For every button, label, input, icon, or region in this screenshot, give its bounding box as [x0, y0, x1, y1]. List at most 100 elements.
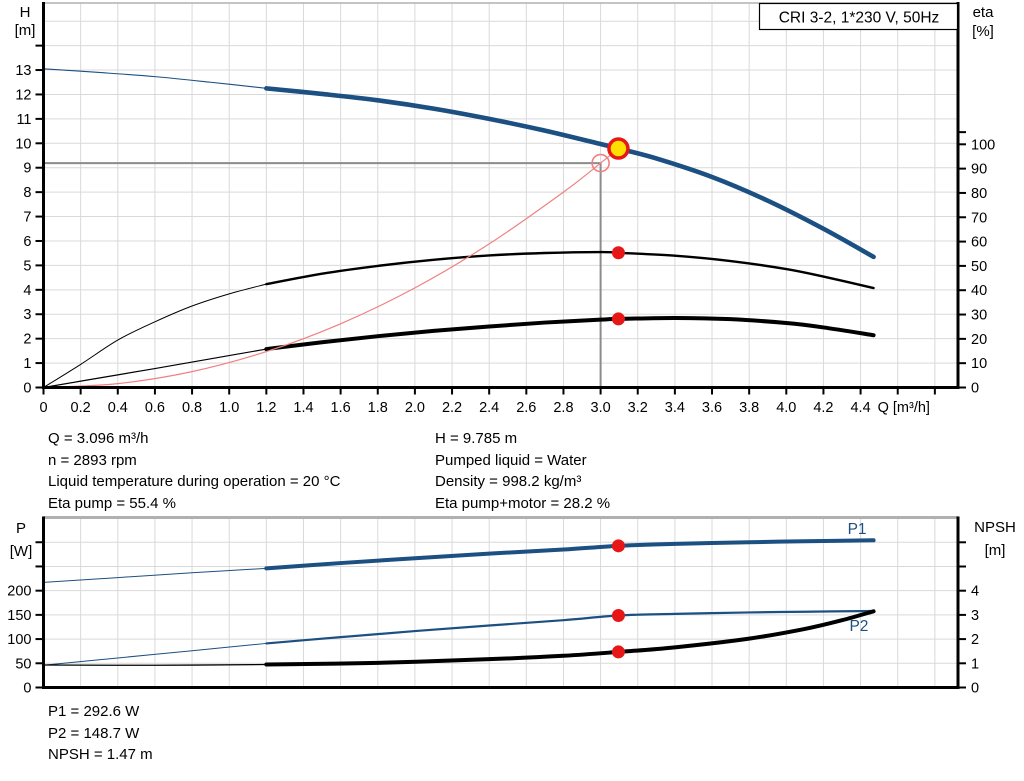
svg-text:1: 1: [971, 656, 979, 672]
info-eta-pump-motor: Eta pump+motor = 28.2 %: [435, 495, 611, 513]
svg-text:4.4: 4.4: [850, 400, 870, 416]
svg-text:0.4: 0.4: [108, 400, 128, 416]
svg-text:200: 200: [7, 584, 31, 600]
svg-text:90: 90: [971, 162, 987, 178]
p1-dot: [611, 539, 625, 553]
left-axis-title: [m]: [15, 22, 36, 39]
svg-text:3: 3: [971, 608, 979, 624]
pump-head-efficiency-chart: 0123456789101112130102030405060708090100…: [15, 2, 995, 416]
x-axis-unit-label: Q [m³/h]: [878, 400, 930, 416]
svg-text:9: 9: [23, 161, 31, 177]
svg-text:0: 0: [971, 381, 979, 397]
p1-curve: [43, 538, 876, 583]
svg-text:10: 10: [971, 356, 987, 372]
svg-text:0.6: 0.6: [145, 400, 165, 416]
p2-curve: [43, 609, 875, 666]
svg-text:2.0: 2.0: [405, 400, 425, 416]
svg-text:100: 100: [7, 632, 31, 648]
svg-text:50: 50: [15, 656, 31, 672]
chart-title: CRI 3-2, 1*230 V, 50Hz: [779, 10, 940, 27]
svg-text:60: 60: [971, 235, 987, 251]
right-axis-title: [m]: [985, 542, 1006, 559]
svg-text:6: 6: [23, 234, 31, 250]
svg-text:12: 12: [15, 87, 31, 103]
info-pumped-liquid: Pumped liquid = Water: [435, 451, 587, 469]
svg-text:11: 11: [16, 112, 31, 128]
svg-text:1.2: 1.2: [256, 400, 276, 416]
info-speed: n = 2893 rpm: [48, 451, 137, 469]
svg-text:2.4: 2.4: [479, 400, 499, 416]
svg-text:3.0: 3.0: [591, 400, 611, 416]
power-npsh-chart: 0 50 100 150 200 0 1 2 3 4 P [W] NPSH [m] P1 P2: [7, 516, 1016, 697]
svg-text:50: 50: [971, 259, 987, 275]
svg-text:1.8: 1.8: [368, 400, 388, 416]
p2-dot: [611, 608, 625, 622]
svg-text:1.0: 1.0: [219, 400, 239, 416]
axes: 0123456789101112130102030405060708090100…: [15, 2, 995, 416]
gridlines: [43, 3, 958, 388]
svg-text:70: 70: [971, 210, 987, 226]
svg-text:1: 1: [23, 356, 31, 372]
svg-text:0: 0: [23, 381, 31, 397]
svg-text:150: 150: [7, 608, 31, 624]
left-axis-title: P: [16, 520, 26, 537]
svg-text:80: 80: [971, 186, 987, 202]
svg-text:3: 3: [23, 307, 31, 323]
svg-text:1.6: 1.6: [331, 400, 351, 416]
svg-text:1.4: 1.4: [293, 400, 313, 416]
eta-pump-dot: [611, 246, 625, 260]
svg-text:4: 4: [971, 584, 979, 600]
eta-pump-motor-dot: [611, 312, 625, 326]
right-axis-title: eta: [973, 4, 995, 21]
power-data-block: P1 = 292.6 W P2 = 148.7 W NPSH = 1.47 m: [48, 701, 153, 766]
svg-text:0.2: 0.2: [71, 400, 91, 416]
npsh-dot: [611, 645, 625, 659]
info-density: Density = 998.2 kg/m³: [435, 473, 582, 491]
head-curve: [42, 68, 876, 260]
eta-pump-motor-curve: [42, 315, 876, 389]
operating-data-right-column: H = 9.785 m Pumped liquid = Water Densit…: [435, 428, 610, 515]
left-axis-title: [W]: [10, 543, 33, 560]
svg-text:7: 7: [23, 210, 31, 226]
info-head: H = 9.785 m: [435, 430, 518, 447]
info-npsh: NPSH = 1.47 m: [48, 746, 153, 764]
duty-crosshair: [43, 162, 602, 388]
svg-text:2.6: 2.6: [516, 400, 536, 416]
svg-text:4.2: 4.2: [813, 400, 833, 416]
svg-text:30: 30: [971, 308, 987, 324]
duty-point-marker[interactable]: [607, 137, 630, 160]
svg-text:3.6: 3.6: [702, 400, 722, 416]
series-label-p1: P1: [848, 521, 867, 538]
svg-text:13: 13: [15, 63, 31, 79]
right-axis-title: NPSH: [974, 519, 1016, 536]
info-eta-pump: Eta pump = 55.4 %: [48, 495, 176, 513]
svg-text:40: 40: [971, 283, 987, 299]
svg-text:20: 20: [971, 332, 987, 348]
svg-text:0: 0: [39, 400, 47, 416]
eta-pump-curve: [43, 250, 875, 388]
requested-duty-ring: [591, 153, 610, 173]
info-p2: P2 = 148.7 W: [48, 724, 140, 742]
svg-text:2.8: 2.8: [553, 400, 573, 416]
svg-text:100: 100: [971, 137, 995, 153]
info-liquid-temperature: Liquid temperature during operation = 20…: [48, 473, 341, 491]
svg-text:2: 2: [23, 332, 31, 348]
left-axis-title: H: [20, 4, 31, 21]
svg-text:8: 8: [23, 185, 31, 201]
npsh-curve: [42, 609, 876, 667]
chart-title-box: CRI 3-2, 1*230 V, 50Hz: [758, 2, 959, 31]
axes: 0 50 100 150 200 0 1 2 3 4: [7, 516, 979, 697]
svg-text:5: 5: [23, 258, 31, 274]
svg-text:0.8: 0.8: [182, 400, 202, 416]
system-curve: [42, 147, 620, 389]
info-flow: Q = 3.096 m³/h: [48, 430, 149, 447]
info-p1: P1 = 292.6 W: [48, 703, 140, 720]
svg-text:3.8: 3.8: [739, 400, 759, 416]
series-label-p2: P2: [849, 618, 868, 635]
svg-text:4: 4: [23, 283, 31, 299]
svg-text:2: 2: [971, 632, 979, 648]
svg-text:2.2: 2.2: [442, 400, 462, 416]
svg-text:0: 0: [971, 681, 979, 697]
svg-text:4.0: 4.0: [776, 400, 796, 416]
